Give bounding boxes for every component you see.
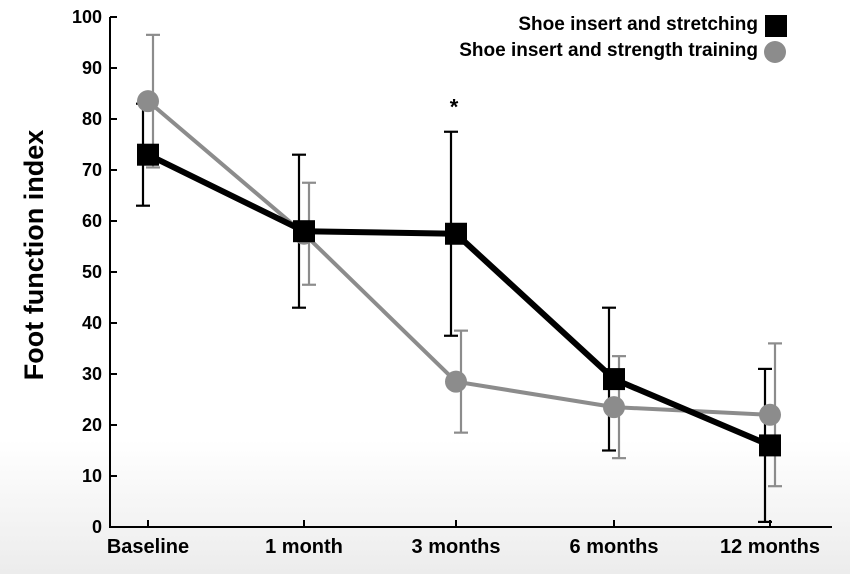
y-tick-label: 80 xyxy=(82,109,102,129)
x-tick-label: 6 months xyxy=(570,536,659,558)
x-tick-label: 3 months xyxy=(412,536,501,558)
y-axis-title: Foot function index xyxy=(19,130,49,380)
series-markers xyxy=(137,90,781,457)
y-tick-label: 50 xyxy=(82,262,102,282)
x-tick-label: 1 month xyxy=(265,536,343,558)
data-point-series-1 xyxy=(445,222,467,245)
x-tick-label: 12 months xyxy=(720,536,820,558)
series-line-2 xyxy=(146,99,771,417)
data-point-series-2 xyxy=(137,90,159,113)
y-tick-label: 30 xyxy=(82,364,102,384)
x-tick-label: Baseline xyxy=(107,536,189,558)
y-ticks: 0 10 20 30 40 50 60 70 80 90 100 xyxy=(72,7,117,537)
legend-label-series-1: Shoe insert and stretching xyxy=(518,14,758,35)
y-tick-label: 20 xyxy=(82,415,102,435)
data-point-series-1 xyxy=(759,434,781,457)
legend: Shoe insert and stretching Shoe insert a… xyxy=(459,14,787,63)
axes xyxy=(109,17,832,528)
y-tick-label: 60 xyxy=(82,211,102,231)
data-point-series-1 xyxy=(137,143,159,166)
legend-marker-series-1 xyxy=(765,15,787,37)
x-ticks: Baseline 1 month 3 months 6 months 12 months xyxy=(107,520,820,558)
data-point-series-2 xyxy=(603,396,625,419)
y-tick-label: 10 xyxy=(82,466,102,486)
y-tick-label: 90 xyxy=(82,58,102,78)
series-line-1 xyxy=(146,152,772,449)
error-bars xyxy=(136,33,782,524)
significance-annotation: * xyxy=(450,95,459,120)
annotations: * xyxy=(450,95,459,120)
y-tick-label: 70 xyxy=(82,160,102,180)
y-tick-label: 100 xyxy=(72,7,102,27)
data-point-series-2 xyxy=(445,370,467,393)
legend-label-series-2: Shoe insert and strength training xyxy=(459,40,758,61)
legend-marker-series-2 xyxy=(764,41,786,63)
data-point-series-2 xyxy=(759,403,781,426)
data-point-series-1 xyxy=(603,368,625,391)
y-tick-label: 0 xyxy=(92,517,102,537)
series-lines xyxy=(146,99,772,449)
data-point-series-1 xyxy=(293,220,315,243)
y-tick-label: 40 xyxy=(82,313,102,333)
